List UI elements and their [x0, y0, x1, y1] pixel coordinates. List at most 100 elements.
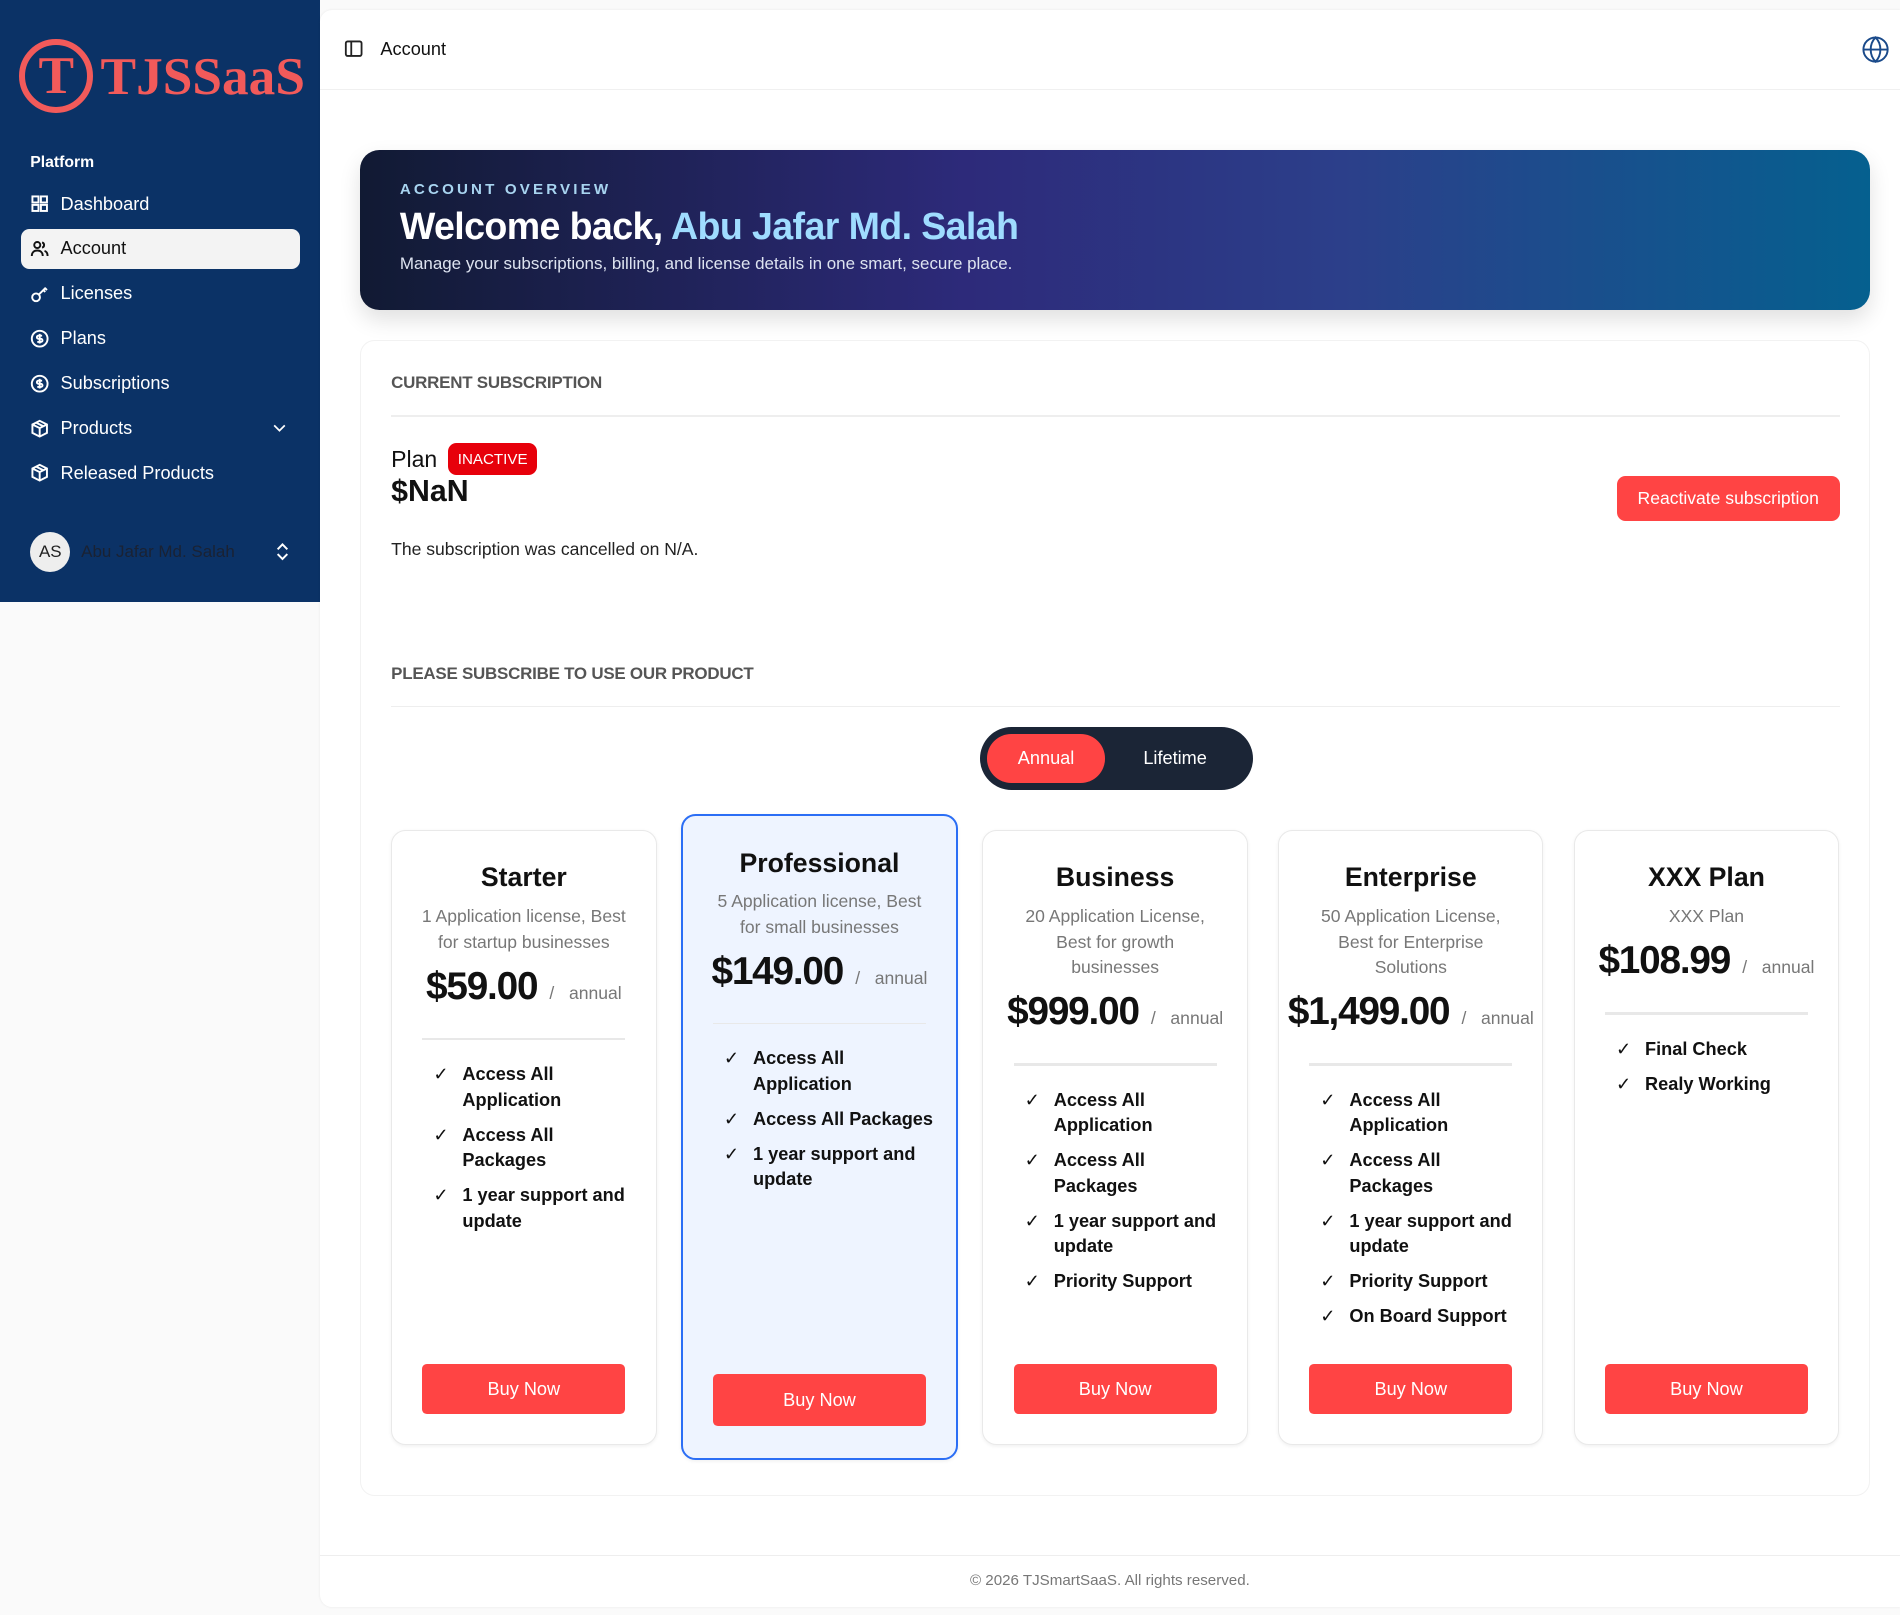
- plan-price: $NaN: [391, 474, 469, 508]
- sidebar-item-label: Dashboard: [60, 193, 150, 214]
- plan-card-professional: Professional 5 Application license, Best…: [680, 814, 959, 1460]
- price-period: / annual: [855, 968, 928, 989]
- chevron-down-icon[interactable]: [271, 419, 288, 436]
- sidebar-item-label: Released Products: [60, 462, 214, 483]
- sidebar-item-plans[interactable]: Plans: [21, 319, 301, 359]
- feature-list: ✓ Access All Application ✓ Access All Packa…: [392, 1062, 655, 1234]
- buy-now-button[interactable]: Buy Now: [1605, 1364, 1808, 1415]
- check-icon: ✓: [1320, 1089, 1336, 1110]
- plan-name: Professional: [739, 847, 900, 878]
- feature-item: ✓ Access All Packages: [1320, 1148, 1525, 1199]
- logo-mark: T: [19, 38, 94, 113]
- divider: [1605, 1012, 1808, 1015]
- divider: [391, 415, 1841, 417]
- plan-price: $999.00 / annual: [983, 990, 1246, 1034]
- plan-description: 20 Application License, Best for growth …: [1025, 906, 1205, 978]
- plan-card-business: Business 20 Application License, Best fo…: [982, 829, 1248, 1446]
- price-amount: $1,499.00: [1287, 990, 1451, 1034]
- check-icon: ✓: [1615, 1038, 1632, 1059]
- feature-text: Priority Support: [1349, 1271, 1488, 1292]
- dollar-badge-icon: [31, 374, 49, 393]
- plan-price: $1,499.00 / annual: [1279, 990, 1542, 1034]
- price-amount: $999.00: [1007, 990, 1140, 1034]
- feature-item: ✓ Access All Application: [433, 1062, 638, 1113]
- user-menu[interactable]: AS Abu Jafar Md. Salah: [30, 531, 291, 572]
- check-icon: ✓: [1024, 1089, 1040, 1110]
- feature-text: Access All Application: [1349, 1089, 1449, 1135]
- check-icon: ✓: [1615, 1073, 1632, 1094]
- main-content: Account ACCOUNT OVERVIEW Welcome back, A…: [319, 9, 1900, 1607]
- sidebar-nav: Dashboard Account Licenses Plans Subscriptio…: [20, 184, 301, 498]
- subscribe-heading: PLEASE SUBSCRIBE TO USE OUR PRODUCT: [391, 663, 754, 683]
- feature-list: ✓ Access All Application ✓ Access All Packa…: [983, 1088, 1246, 1295]
- feature-text: On Board Support: [1349, 1306, 1507, 1327]
- feature-text: Access All Packages: [1349, 1150, 1441, 1196]
- status-badge: INACTIVE: [448, 443, 538, 475]
- feature-item: ✓ Priority Support: [1025, 1269, 1230, 1294]
- feature-item: ✓ 1 year support and update: [1025, 1209, 1230, 1260]
- sidebar-item-products[interactable]: Products: [21, 408, 301, 448]
- sidebar: T TJSSaaS Platform Dashboard Account Licen…: [0, 0, 320, 603]
- logo[interactable]: T TJSSaaS: [19, 38, 305, 113]
- plan-price: $108.99 / annual: [1575, 939, 1838, 983]
- sidebar-item-released-products[interactable]: Released Products: [21, 453, 301, 493]
- check-icon: ✓: [1320, 1306, 1336, 1327]
- feature-text: Access All Application: [1053, 1089, 1153, 1135]
- logo-text: TJSSaaS: [100, 45, 305, 106]
- feature-text: 1 year support and update: [1053, 1210, 1217, 1257]
- welcome-banner: ACCOUNT OVERVIEW Welcome back, Abu Jafar…: [359, 150, 1870, 311]
- check-icon: ✓: [723, 1108, 740, 1129]
- feature-item: ✓ Access All Packages: [433, 1123, 638, 1174]
- plan-card-xxx-plan: XXX Plan XXX Plan $108.99 / annual ✓ Final…: [1573, 829, 1840, 1446]
- plan-name: Business: [1055, 862, 1175, 893]
- sidebar-toggle-icon[interactable]: [344, 39, 363, 58]
- feature-item: ✓ Access All Packages: [1025, 1148, 1230, 1199]
- sidebar-item-dashboard[interactable]: Dashboard: [21, 184, 301, 224]
- feature-item: ✓ Realy Working: [1616, 1072, 1821, 1097]
- buy-now-button[interactable]: Buy Now: [422, 1364, 626, 1415]
- sidebar-item-licenses[interactable]: Licenses: [21, 274, 301, 314]
- feature-text: 1 year support and update: [1349, 1210, 1512, 1257]
- sidebar-item-account[interactable]: Account: [20, 229, 301, 269]
- plan-name: XXX Plan: [1647, 862, 1765, 893]
- buy-now-button[interactable]: Buy Now: [1309, 1364, 1513, 1415]
- check-icon: ✓: [1320, 1210, 1336, 1231]
- current-subscription-heading: CURRENT SUBSCRIPTION: [391, 372, 602, 392]
- plan-price: $59.00 / annual: [392, 965, 655, 1009]
- feature-item: ✓ Final Check: [1616, 1037, 1821, 1062]
- plan-card-enterprise: Enterprise 50 Application License, Best …: [1278, 829, 1544, 1446]
- greeting: Welcome back,: [399, 204, 672, 247]
- subscription-card: CURRENT SUBSCRIPTION Plan INACTIVE $NaN …: [359, 340, 1870, 1497]
- avatar: AS: [30, 531, 71, 572]
- price-period: / annual: [1150, 1008, 1224, 1029]
- price-period: / annual: [1742, 957, 1815, 978]
- period-label: annual: [1761, 957, 1815, 978]
- feature-text: 1 year support and update: [462, 1185, 625, 1231]
- check-icon: ✓: [433, 1185, 449, 1206]
- plan-name: Enterprise: [1344, 862, 1477, 893]
- period-label: annual: [1170, 1008, 1224, 1029]
- sidebar-item-label: Licenses: [60, 283, 133, 304]
- feature-text: Priority Support: [1053, 1271, 1192, 1292]
- banner-eyebrow: ACCOUNT OVERVIEW: [399, 180, 612, 198]
- plan-description: 1 Application license, Best for startup …: [421, 906, 626, 952]
- divider: [1013, 1063, 1217, 1066]
- toggle-annual[interactable]: Annual: [987, 734, 1105, 783]
- feature-text: Realy Working: [1645, 1073, 1771, 1094]
- check-icon: ✓: [723, 1048, 740, 1069]
- feature-list: ✓ Final Check ✓ Realy Working: [1575, 1037, 1838, 1098]
- user-name: Abu Jafar Md. Salah: [81, 541, 235, 561]
- toggle-lifetime[interactable]: Lifetime: [1143, 747, 1207, 768]
- feature-list: ✓ Access All Application ✓ Access All Packa…: [1279, 1088, 1542, 1330]
- globe-icon[interactable]: [1861, 35, 1890, 64]
- banner-subtitle: Manage your subscriptions, billing, and …: [399, 253, 1013, 273]
- sidebar-item-subscriptions[interactable]: Subscriptions: [21, 363, 301, 403]
- buy-now-button[interactable]: Buy Now: [713, 1374, 926, 1427]
- divider: [391, 706, 1841, 708]
- check-icon: ✓: [433, 1124, 449, 1145]
- sidebar-item-label: Account: [60, 238, 127, 259]
- buy-now-button[interactable]: Buy Now: [1013, 1364, 1217, 1415]
- reactivate-subscription-button[interactable]: Reactivate subscription: [1616, 475, 1840, 522]
- feature-text: Access All Application: [752, 1048, 852, 1094]
- plan-label: Plan: [391, 445, 438, 472]
